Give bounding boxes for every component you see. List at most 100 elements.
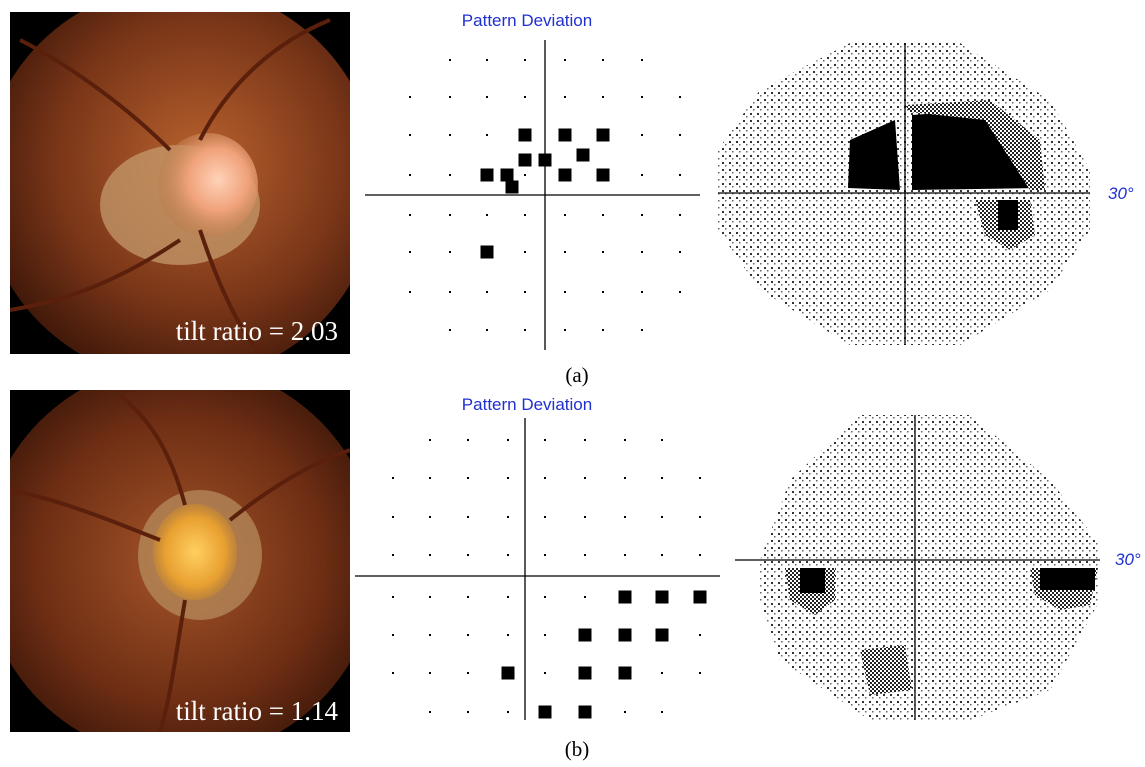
deviation-dot <box>641 174 643 176</box>
deviation-dot <box>584 477 586 479</box>
deviation-dot <box>699 672 701 674</box>
deviation-dot <box>507 554 509 556</box>
deviation-dot <box>641 291 643 293</box>
deviation-dot <box>507 596 509 598</box>
deviation-dot <box>486 291 488 293</box>
deviation-dot <box>392 554 394 556</box>
figure: tilt ratio = 2.03 Pattern Deviation 30° … <box>0 0 1145 767</box>
deviation-square <box>619 591 632 604</box>
deviation-dot <box>429 596 431 598</box>
deviation-dot <box>507 711 509 713</box>
degree-label: 30° <box>1115 550 1141 569</box>
deviation-dot <box>564 59 566 61</box>
deviation-dot <box>661 477 663 479</box>
deviation-dot <box>564 329 566 331</box>
deviation-dot <box>679 291 681 293</box>
deviation-dot <box>584 439 586 441</box>
deviation-dot <box>602 59 604 61</box>
deviation-square <box>506 181 519 194</box>
deviation-dot <box>467 439 469 441</box>
grayscale-map <box>718 43 1090 345</box>
deviation-dot <box>429 554 431 556</box>
deviation-dot <box>602 214 604 216</box>
pattern-symbols <box>392 439 707 719</box>
deviation-dot <box>624 711 626 713</box>
deviation-square <box>597 129 610 142</box>
deviation-square <box>519 154 532 167</box>
deviation-dot <box>624 516 626 518</box>
deviation-dot <box>544 516 546 518</box>
caption: (b) <box>565 737 590 761</box>
deviation-square <box>579 706 592 719</box>
deviation-dot <box>467 596 469 598</box>
deviation-dot <box>392 672 394 674</box>
fundus-label: tilt ratio = 2.03 <box>176 316 338 346</box>
deviation-dot <box>486 134 488 136</box>
caption: (a) <box>565 363 588 387</box>
plot-title: Pattern Deviation <box>462 395 592 414</box>
deviation-square <box>519 129 532 142</box>
deviation-dot <box>544 477 546 479</box>
deviation-dot <box>449 174 451 176</box>
deviation-dot <box>409 291 411 293</box>
deviation-dot <box>449 59 451 61</box>
deviation-square <box>539 706 552 719</box>
deviation-dot <box>392 596 394 598</box>
deviation-square <box>597 169 610 182</box>
deviation-dot <box>486 59 488 61</box>
deviation-dot <box>544 596 546 598</box>
deviation-dot <box>544 439 546 441</box>
deviation-dot <box>544 554 546 556</box>
deviation-dot <box>392 634 394 636</box>
deviation-dot <box>507 516 509 518</box>
deviation-dot <box>584 516 586 518</box>
deviation-square <box>579 629 592 642</box>
deviation-dot <box>486 329 488 331</box>
deviation-square <box>577 149 590 162</box>
deviation-dot <box>449 291 451 293</box>
deviation-dot <box>641 59 643 61</box>
deviation-dot <box>409 96 411 98</box>
deviation-dot <box>524 291 526 293</box>
deviation-dot <box>467 711 469 713</box>
deviation-dot <box>486 96 488 98</box>
deviation-dot <box>467 477 469 479</box>
deviation-dot <box>699 634 701 636</box>
deviation-dot <box>602 329 604 331</box>
deviation-dot <box>602 291 604 293</box>
deviation-dot <box>641 134 643 136</box>
deviation-dot <box>679 96 681 98</box>
deviation-dot <box>524 214 526 216</box>
deviation-dot <box>429 516 431 518</box>
deviation-square <box>501 169 514 182</box>
deviation-dot <box>524 59 526 61</box>
deviation-dot <box>507 439 509 441</box>
deviation-dot <box>641 251 643 253</box>
deviation-dot <box>467 516 469 518</box>
deviation-dot <box>544 634 546 636</box>
deviation-dot <box>564 291 566 293</box>
deviation-dot <box>429 439 431 441</box>
deviation-square <box>481 169 494 182</box>
deviation-dot <box>524 329 526 331</box>
deviation-dot <box>409 174 411 176</box>
deviation-dot <box>679 214 681 216</box>
deviation-dot <box>524 96 526 98</box>
deviation-dot <box>564 96 566 98</box>
deviation-dot <box>584 554 586 556</box>
deviation-dot <box>429 711 431 713</box>
deviation-dot <box>429 634 431 636</box>
deviation-dot <box>449 329 451 331</box>
deviation-dot <box>641 214 643 216</box>
deviation-dot <box>679 251 681 253</box>
deviation-square <box>559 169 572 182</box>
deviation-dot <box>641 96 643 98</box>
deviation-dot <box>429 477 431 479</box>
deviation-dot <box>524 251 526 253</box>
deviation-dot <box>699 477 701 479</box>
deviation-dot <box>467 554 469 556</box>
deviation-square <box>502 667 515 680</box>
deviation-dot <box>392 477 394 479</box>
deviation-dot <box>699 516 701 518</box>
deviation-dot <box>486 214 488 216</box>
